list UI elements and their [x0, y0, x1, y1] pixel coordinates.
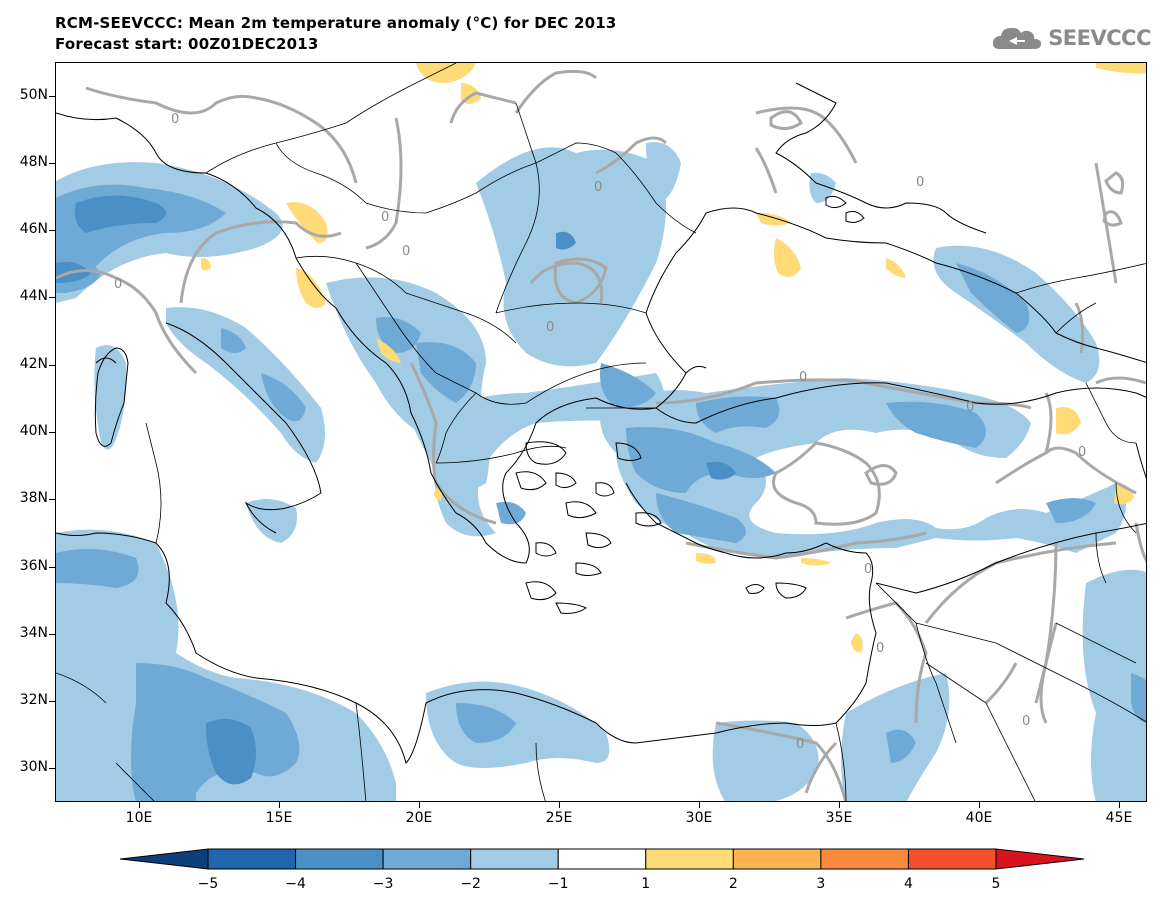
seevccc-logo: SEEVCCC — [990, 22, 1151, 54]
colorbar-label: −2 — [460, 876, 481, 892]
svg-text:0: 0 — [1078, 445, 1086, 460]
svg-text:0: 0 — [402, 244, 410, 259]
forecast-start-label: Forecast start: 00Z01DEC2013 — [55, 35, 319, 53]
lat-tick-label: 46N — [19, 221, 48, 238]
lat-tick — [49, 230, 55, 232]
lat-tick — [49, 633, 55, 635]
colorbar-segment — [382, 848, 472, 870]
colorbar-label: 3 — [816, 876, 826, 892]
lat-tick-label: 32N — [19, 692, 48, 709]
lon-tick — [1119, 802, 1120, 808]
lon-tick-label: 30E — [685, 810, 713, 826]
coastlines — [56, 82, 1146, 764]
colorbar-label: −4 — [285, 876, 306, 892]
lat-tick-label: 48N — [19, 153, 48, 170]
colorbar-segment — [907, 848, 997, 870]
lat-tick — [49, 768, 55, 770]
lon-tick — [139, 802, 140, 808]
lat-tick-label: 40N — [19, 423, 48, 439]
lat-tick-label: 44N — [19, 288, 48, 305]
lon-tick-label: 10E — [125, 810, 153, 826]
colorbar-segment — [207, 848, 297, 870]
svg-text:0: 0 — [546, 320, 554, 335]
anomaly-field-pos1 — [201, 63, 1146, 653]
svg-text:0: 0 — [966, 400, 974, 415]
svg-text:0: 0 — [796, 737, 804, 752]
colorbar-segment — [820, 848, 909, 870]
lat-tick — [49, 566, 55, 568]
colorbar-min-arrow — [119, 848, 209, 870]
zero-contours — [56, 69, 1146, 801]
svg-text:0: 0 — [864, 562, 872, 577]
lon-tick — [419, 802, 420, 808]
colorbar-segment — [295, 848, 384, 870]
lon-tick-label: 35E — [825, 810, 853, 826]
svg-text:0: 0 — [799, 370, 807, 385]
cloud-icon — [993, 27, 1042, 49]
colorbar-label: −1 — [547, 876, 569, 892]
lat-tick-label: 42N — [19, 355, 48, 372]
svg-text:0: 0 — [594, 180, 602, 195]
svg-text:0: 0 — [381, 210, 389, 225]
lat-tick — [49, 162, 55, 164]
colorbar-label: 1 — [641, 876, 651, 892]
lon-tick-label: 25E — [545, 810, 573, 826]
colorbar-label: 2 — [728, 876, 738, 892]
lon-tick — [699, 802, 700, 808]
logo-text: SEEVCCC — [1048, 26, 1151, 50]
lat-tick — [49, 701, 55, 703]
map-canvas: 0 0 0 0 0 0 0 0 0 0 0 0 0 0 — [56, 63, 1146, 801]
colorbar-segment — [557, 848, 647, 870]
svg-text:0: 0 — [916, 175, 924, 190]
svg-text:0: 0 — [1022, 714, 1030, 729]
lat-tick-label: 34N — [19, 624, 48, 641]
colorbar-label: −3 — [372, 876, 394, 892]
colorbar-label: −5 — [197, 876, 219, 892]
lat-tick-label: 38N — [19, 490, 48, 507]
temperature-anomaly-map: 0 0 0 0 0 0 0 0 0 0 0 0 0 0 — [55, 62, 1147, 802]
colorbar-segment — [732, 848, 822, 870]
country-borders — [56, 63, 1146, 801]
svg-text:0: 0 — [114, 277, 122, 292]
lon-tick — [979, 802, 980, 808]
lat-tick — [49, 432, 55, 433]
colorbar-label: 4 — [903, 876, 913, 892]
lat-tick-label: 36N — [19, 557, 48, 574]
lon-tick — [559, 802, 560, 808]
lon-tick-label: 20E — [405, 810, 433, 826]
map-title: RCM-SEEVCCC: Mean 2m temperature anomaly… — [55, 14, 617, 32]
lon-tick — [279, 802, 280, 808]
contour-labels: 0 0 0 0 0 0 0 0 0 0 0 0 0 0 — [114, 112, 1086, 752]
svg-text:0: 0 — [171, 112, 179, 127]
svg-text:0: 0 — [876, 641, 884, 656]
lat-tick — [49, 499, 55, 501]
anomaly-field-neg2 — [56, 184, 1146, 801]
lon-tick — [839, 802, 840, 808]
lat-tick-label: 30N — [19, 759, 48, 776]
colorbar-segment — [645, 848, 734, 870]
lat-tick — [49, 95, 55, 97]
colorbar-segment — [470, 848, 559, 870]
lat-tick — [49, 364, 55, 366]
lon-tick-label: 40E — [965, 810, 993, 826]
lon-tick-label: 15E — [265, 810, 293, 826]
colorbar-max-arrow — [995, 848, 1085, 870]
colorbar-label: 5 — [991, 876, 1001, 892]
lat-tick-label: 50N — [19, 86, 48, 103]
lat-tick — [49, 297, 55, 299]
anomaly-field-neg3 — [56, 195, 736, 785]
lon-tick-label: 45E — [1105, 810, 1133, 826]
